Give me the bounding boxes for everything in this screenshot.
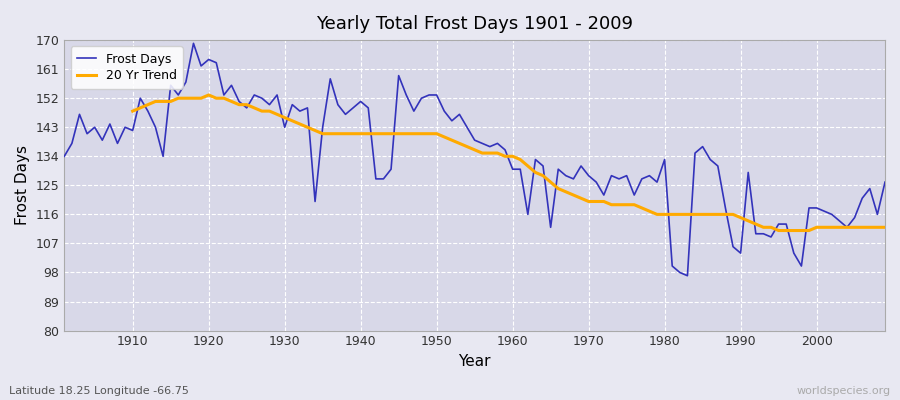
Frost Days: [682, 273, 693, 278]
20 Yr Trend: [583, 199, 594, 204]
20 Yr Trend: [773, 228, 784, 233]
X-axis label: Year: Year: [458, 354, 491, 369]
20 Yr Trend: [834, 225, 845, 230]
Line: 20 Yr Trend: 20 Yr Trend: [132, 95, 885, 230]
Frost Days: [120, 125, 130, 130]
Frost Days: [606, 173, 616, 178]
20 Yr Trend: [203, 92, 214, 97]
Frost Days: [294, 109, 305, 114]
Text: Latitude 18.25 Longitude -66.75: Latitude 18.25 Longitude -66.75: [9, 386, 189, 396]
Frost Days: [508, 167, 518, 172]
Frost Days: [340, 112, 351, 117]
Frost Days: [58, 154, 69, 159]
Title: Yearly Total Frost Days 1901 - 2009: Yearly Total Frost Days 1901 - 2009: [316, 15, 633, 33]
20 Yr Trend: [522, 164, 533, 168]
20 Yr Trend: [127, 109, 138, 114]
Y-axis label: Frost Days: Frost Days: [15, 145, 30, 225]
20 Yr Trend: [857, 225, 868, 230]
Frost Days: [515, 167, 526, 172]
Legend: Frost Days, 20 Yr Trend: Frost Days, 20 Yr Trend: [70, 46, 183, 89]
Frost Days: [879, 180, 890, 184]
20 Yr Trend: [310, 128, 320, 133]
Frost Days: [188, 41, 199, 46]
20 Yr Trend: [879, 225, 890, 230]
Text: worldspecies.org: worldspecies.org: [796, 386, 891, 396]
Line: Frost Days: Frost Days: [64, 43, 885, 276]
20 Yr Trend: [279, 115, 290, 120]
